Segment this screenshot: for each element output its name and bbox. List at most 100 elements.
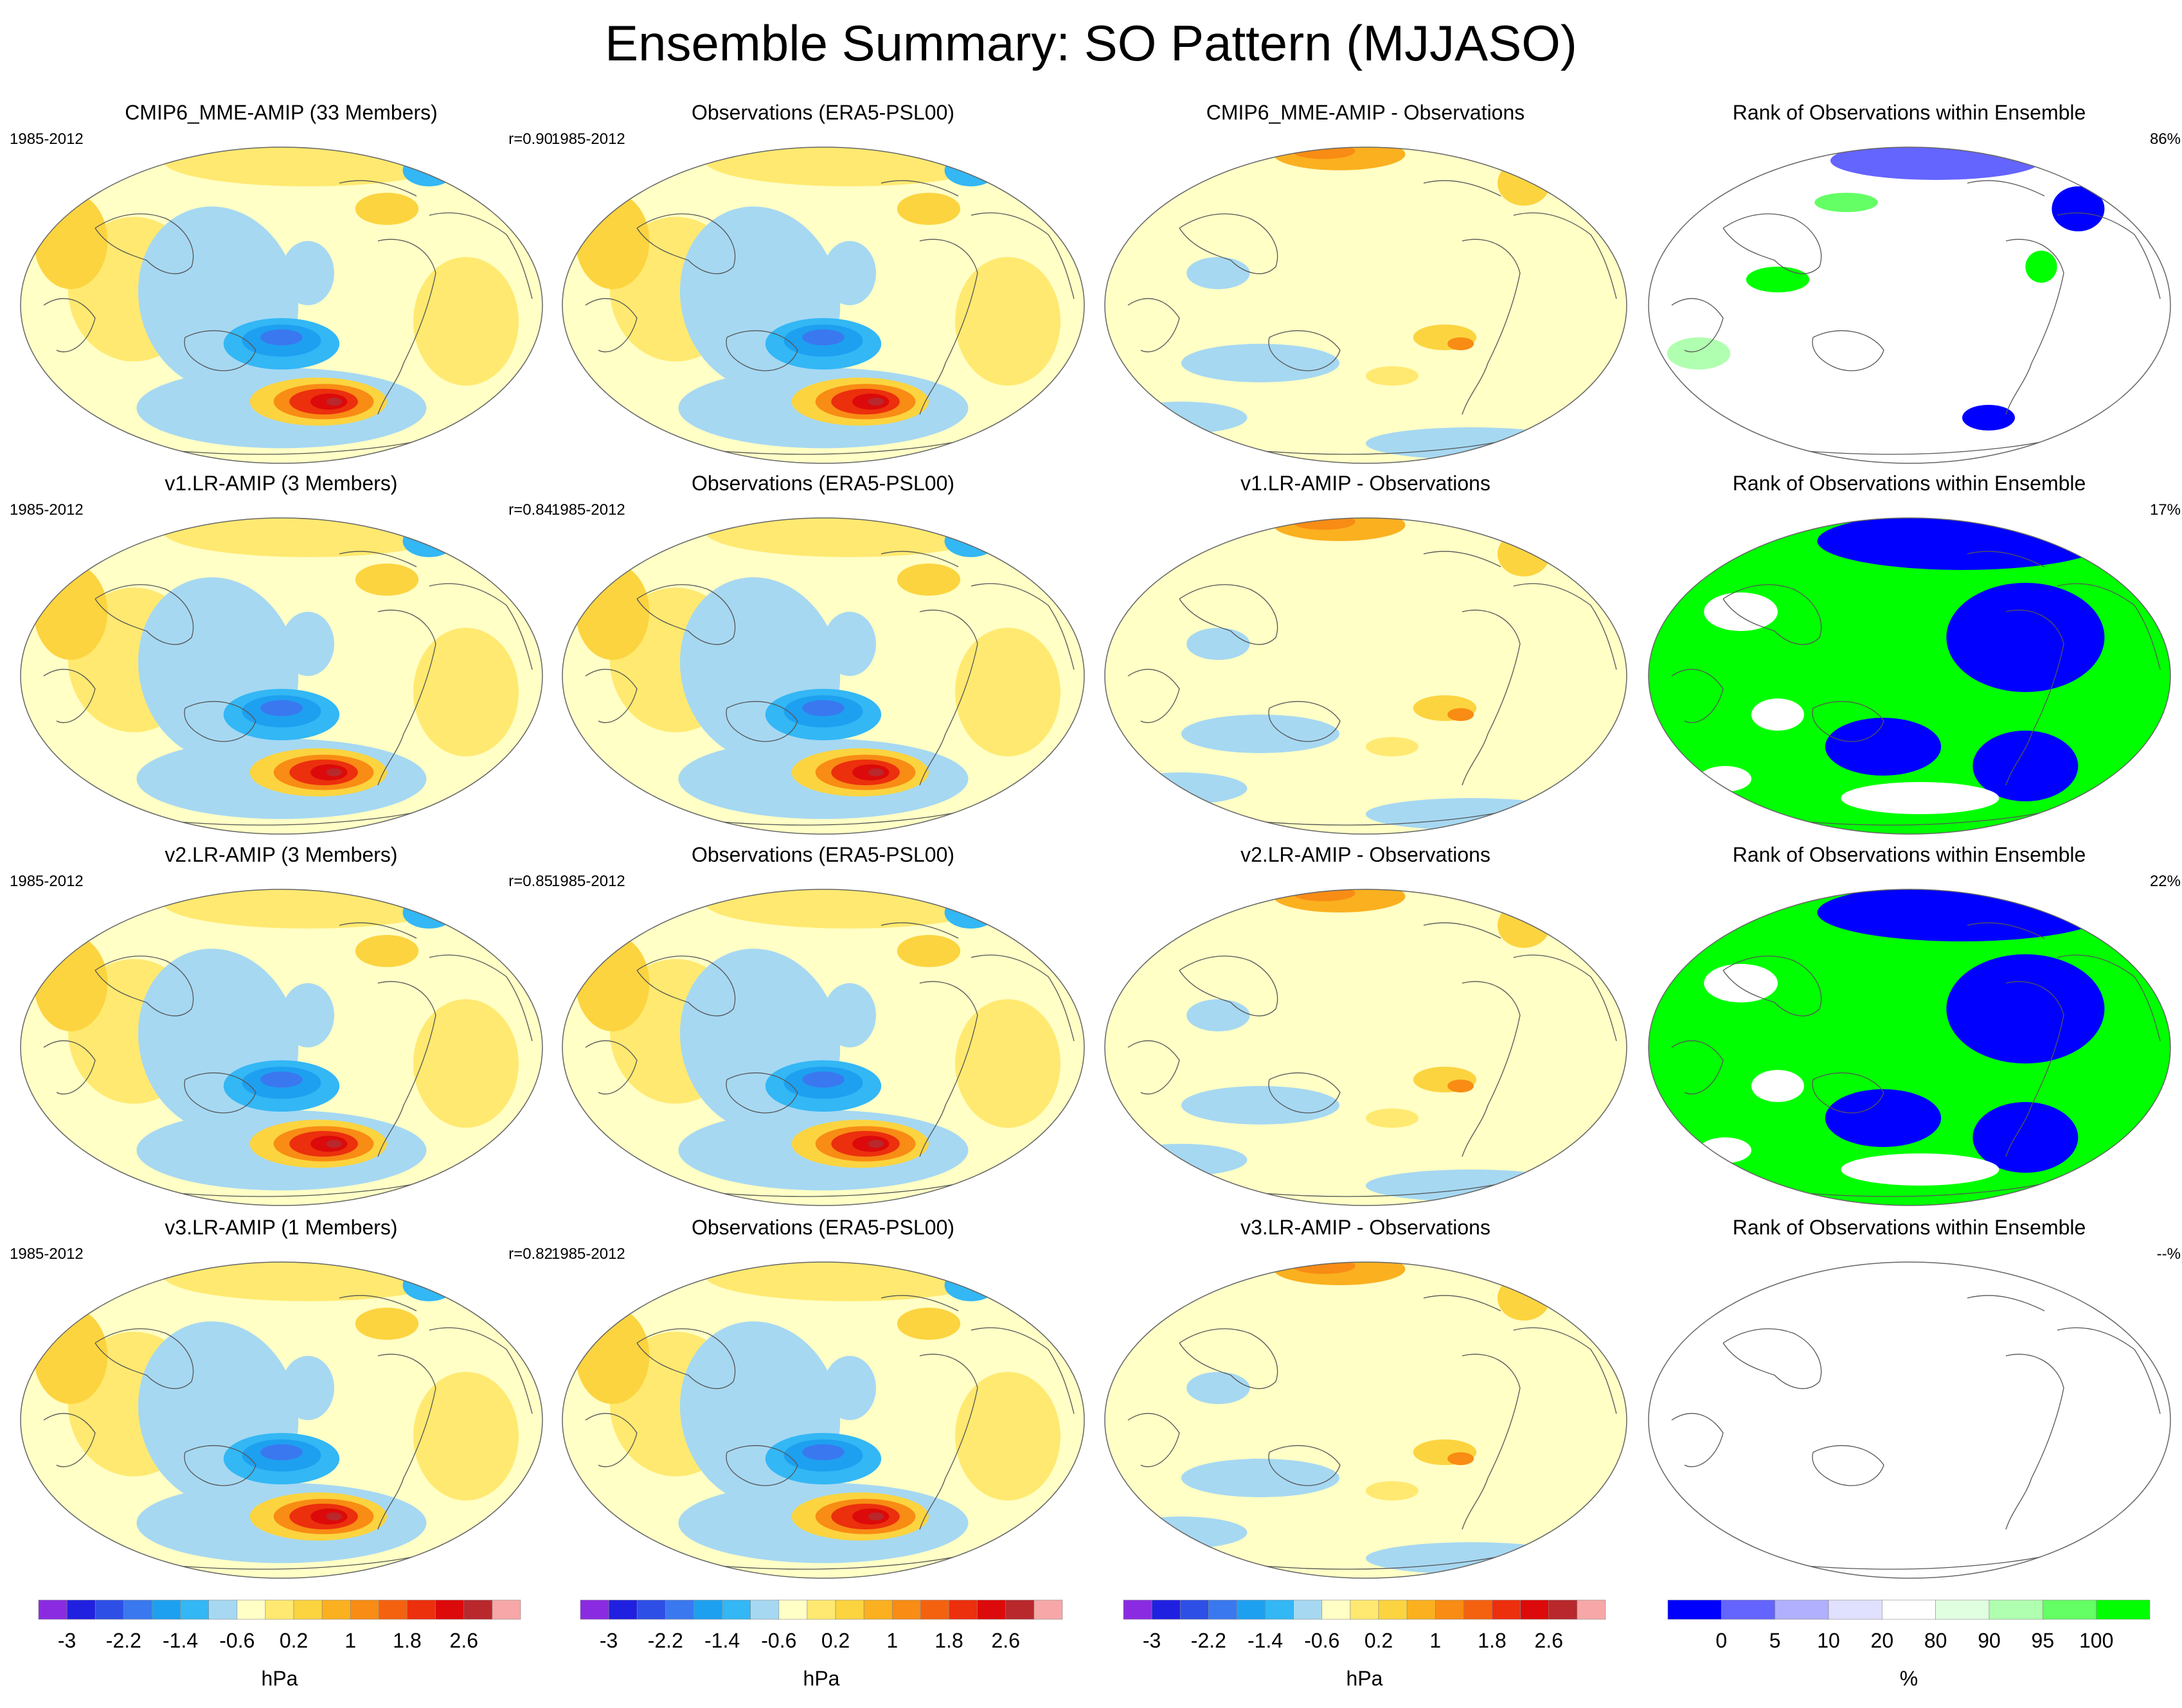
negative-anomaly (1365, 1170, 1577, 1202)
coastline (1967, 180, 2044, 197)
negative-anomaly (823, 241, 876, 305)
field-layer (562, 1262, 1084, 1578)
coastline (725, 1072, 798, 1114)
coastline (636, 956, 735, 1017)
rank-map (1647, 147, 2171, 464)
positive-anomaly (1365, 1108, 1418, 1128)
model-map (19, 147, 543, 464)
coastline (94, 1328, 193, 1389)
colorbar-swatch (38, 1599, 67, 1620)
coastline (1178, 1328, 1278, 1389)
panel-title: v3.LR-AMIP - Observations (1240, 1216, 1490, 1239)
rank-green-region (1746, 267, 1809, 292)
map-border (1647, 889, 2171, 1206)
rank-blue-region (1972, 731, 2078, 801)
coastline (636, 213, 735, 274)
colorbar-swatch (66, 1599, 96, 1620)
positive-anomaly (954, 1372, 1060, 1500)
colorbar-swatch (407, 1599, 436, 1620)
negative-anomaly (1181, 1086, 1339, 1125)
diff-panel: v1.LR-AMIP - Observations (1094, 470, 1637, 843)
positive-anomaly (1497, 903, 1550, 948)
colorbar-swatch (1667, 1599, 1722, 1620)
coastline (339, 922, 416, 939)
colorbar-swatch (350, 1599, 379, 1620)
pressure-colorbar: -3 -2.2 -1.4 -0.6 0.2 1 1.8 2.6 hPa (1120, 1599, 1609, 1708)
coastline (1423, 1295, 1501, 1312)
positive-anomaly (1365, 1481, 1418, 1500)
map-border (1647, 1261, 2171, 1579)
diff-map (1104, 889, 1627, 1206)
model-map (19, 1261, 543, 1579)
colorbar-swatch (835, 1599, 864, 1620)
coastline (1513, 1327, 1617, 1414)
negative-anomaly (1181, 715, 1339, 753)
map-border (1647, 517, 2171, 835)
rank-blue-region (1945, 583, 2104, 692)
map-border (19, 889, 543, 1206)
coastline (1811, 330, 1884, 371)
coastline (1127, 668, 1180, 724)
rank-map (1647, 517, 2171, 835)
panel-title: v2.LR-AMIP (3 Members) (165, 843, 398, 866)
coastline (1722, 1328, 1821, 1389)
colorbar-swatch (1406, 1599, 1436, 1620)
colorbar-swatch (2096, 1599, 2151, 1620)
coastline (585, 1040, 638, 1095)
obs-panel: Observations (ERA5-PSL00) 1985-2012 (551, 1214, 1095, 1587)
positive-anomaly (1447, 1080, 1474, 1092)
coastline (918, 1353, 978, 1530)
colorbar-swatch (1520, 1599, 1550, 1620)
colorbar-swatch (435, 1599, 465, 1620)
colorbar-swatch (807, 1599, 836, 1620)
colorbar-swatch (920, 1599, 949, 1620)
rank-panel: Rank of Observations within Ensemble --% (1638, 1214, 2181, 1587)
diff-panel: v2.LR-AMIP - Observations (1094, 842, 1637, 1214)
colorbar-tick-label: -3 (600, 1629, 618, 1652)
colorbar-swatch (1293, 1599, 1323, 1620)
colorbar-swatch (1435, 1599, 1464, 1620)
coastline (725, 330, 798, 371)
rank-percent-label: 17% (2149, 501, 2181, 519)
coastline (43, 1412, 96, 1468)
coastline (2005, 981, 2064, 1157)
colorbar-graphic: -3 -2.2 -1.4 -0.6 0.2 1 1.8 2.6 (580, 1599, 1063, 1652)
coastline (918, 981, 978, 1157)
rank-green-region (2025, 251, 2057, 283)
coastline (881, 1295, 958, 1312)
rank-background (1648, 147, 2170, 463)
colorbar-tick-label: -1.4 (1247, 1629, 1283, 1652)
coastline (1513, 583, 1617, 670)
coastline (725, 700, 798, 742)
coastline (1461, 981, 1521, 1157)
negative-anomaly (1186, 628, 1250, 660)
colorbar-swatch (891, 1599, 921, 1620)
positive-anomaly (1447, 337, 1474, 350)
colorbar-swatch (608, 1599, 638, 1620)
negative-anomaly (823, 983, 876, 1047)
coastline (1423, 180, 1501, 197)
colorbar-swatch (1123, 1599, 1152, 1620)
coastline (1967, 1295, 2044, 1312)
colorbar-tick-label: 2.6 (1535, 1629, 1563, 1652)
map-border (561, 889, 1085, 1206)
rank-percent-label: 86% (2149, 130, 2181, 148)
colorbar-swatch (1828, 1599, 1882, 1620)
coastline (2005, 609, 2064, 786)
colorbar-tick-label: 95 (2032, 1629, 2055, 1652)
negative-anomaly (1365, 1542, 1577, 1574)
colorbar-swatch (1463, 1599, 1492, 1620)
positive-anomaly (1291, 518, 1355, 530)
coastline (339, 551, 416, 567)
colorbar-tick-label: -0.6 (219, 1629, 255, 1652)
coastline (339, 1295, 416, 1312)
positive-anomaly (897, 564, 960, 596)
coastline (970, 583, 1075, 670)
colorbar-swatch (293, 1599, 323, 1620)
negative-anomaly (402, 1269, 456, 1301)
positive-anomaly (33, 564, 107, 660)
colorbar-swatch (1721, 1599, 1775, 1620)
coastline (1671, 298, 1724, 353)
coastline (636, 1328, 735, 1389)
colorbar-units: hPa (1346, 1667, 1383, 1690)
